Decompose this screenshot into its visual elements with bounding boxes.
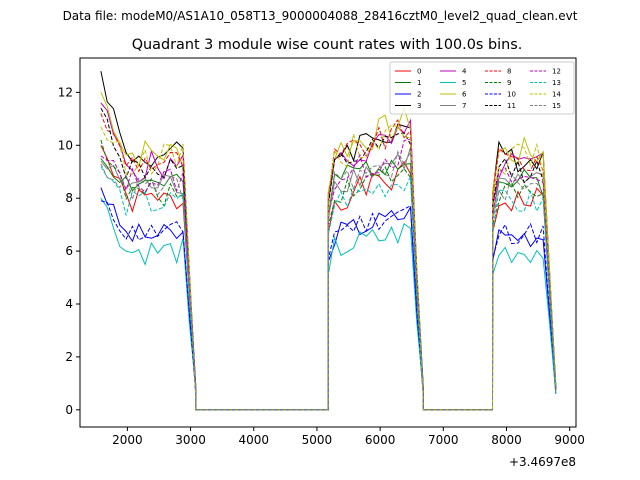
series-line-8 [100, 113, 557, 411]
series-line-5 [100, 197, 557, 411]
legend-label-12: 12 [552, 68, 561, 76]
series-line-15 [100, 150, 557, 411]
legend-label-10: 10 [507, 91, 516, 99]
legend-label-14: 14 [552, 91, 561, 99]
legend-label-2: 2 [417, 91, 421, 99]
y-tick-label: 0 [65, 403, 73, 417]
y-tick-label: 6 [65, 244, 73, 258]
y-tick-label: 2 [65, 350, 73, 364]
x-tick-label: 3000 [175, 433, 206, 447]
legend-label-15: 15 [552, 102, 561, 110]
x-tick-label: 7000 [428, 433, 459, 447]
series-line-6 [100, 92, 557, 411]
series-line-12 [100, 138, 557, 411]
legend-label-13: 13 [552, 79, 561, 87]
axes-border [79, 57, 577, 428]
plot-lines [100, 71, 557, 411]
series-line-13 [100, 166, 557, 411]
series-line-14 [100, 124, 557, 411]
legend-label-0: 0 [417, 68, 421, 76]
legend-label-9: 9 [507, 79, 511, 87]
legend-label-6: 6 [462, 91, 467, 99]
x-tick-label: 2000 [112, 433, 143, 447]
series-line-9 [100, 139, 557, 411]
x-axis: 2000 3000 4000 5000 6000 7000 8000 9000 [112, 427, 585, 447]
legend-label-5: 5 [462, 79, 466, 87]
axes-frame [79, 57, 577, 428]
legend-box [389, 61, 575, 115]
x-offset-text: +3.4697e8 [509, 455, 576, 469]
legend-label-4: 4 [462, 68, 467, 76]
y-tick-label: 12 [58, 85, 73, 99]
x-tick-label: 6000 [365, 433, 396, 447]
series-line-11 [100, 108, 557, 411]
legend-label-3: 3 [417, 102, 421, 110]
series-line-0 [100, 145, 557, 411]
legend-label-11: 11 [507, 102, 516, 110]
series-line-10 [100, 200, 557, 411]
y-tick-label: 10 [58, 138, 73, 152]
y-tick-label: 8 [65, 191, 73, 205]
legend-label-1: 1 [417, 79, 421, 87]
figure-suptitle: Data file: modeM0/AS1A10_058T13_90000040… [63, 9, 578, 23]
legend-label-7: 7 [462, 102, 466, 110]
legend-label-8: 8 [507, 68, 511, 76]
chart-title: Quadrant 3 module wise count rates with … [132, 37, 523, 53]
y-axis: 0 2 4 6 8 10 12 [58, 85, 80, 417]
x-tick-label: 5000 [302, 433, 333, 447]
x-tick-label: 8000 [491, 433, 522, 447]
x-tick-label: 4000 [238, 433, 269, 447]
y-tick-label: 4 [65, 297, 73, 311]
series-line-2 [100, 187, 557, 411]
x-tick-label: 9000 [554, 433, 585, 447]
